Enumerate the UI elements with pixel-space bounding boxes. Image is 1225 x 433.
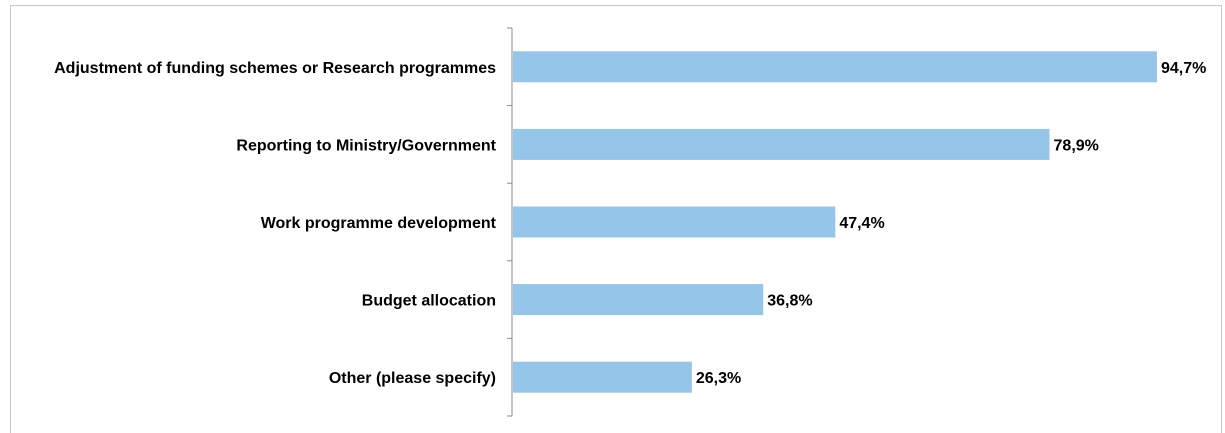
bar: [513, 128, 1050, 160]
data-label: 94,7%: [1161, 60, 1206, 77]
bar: [513, 206, 836, 238]
data-label: 47,4%: [839, 215, 884, 232]
category-label: Work programme development: [261, 215, 497, 232]
data-label: 26,3%: [696, 370, 741, 387]
data-label: 36,8%: [767, 293, 812, 310]
bar: [513, 51, 1157, 83]
category-label: Adjustment of funding schemes or Researc…: [54, 60, 496, 77]
category-label: Other (please specify): [329, 370, 496, 387]
data-label: 78,9%: [1054, 137, 1099, 154]
category-label: Budget allocation: [362, 293, 496, 310]
chart-frame: [10, 5, 1222, 433]
category-label: Reporting to Ministry/Government: [236, 137, 496, 154]
bar: [513, 284, 764, 316]
bar: [513, 361, 692, 393]
